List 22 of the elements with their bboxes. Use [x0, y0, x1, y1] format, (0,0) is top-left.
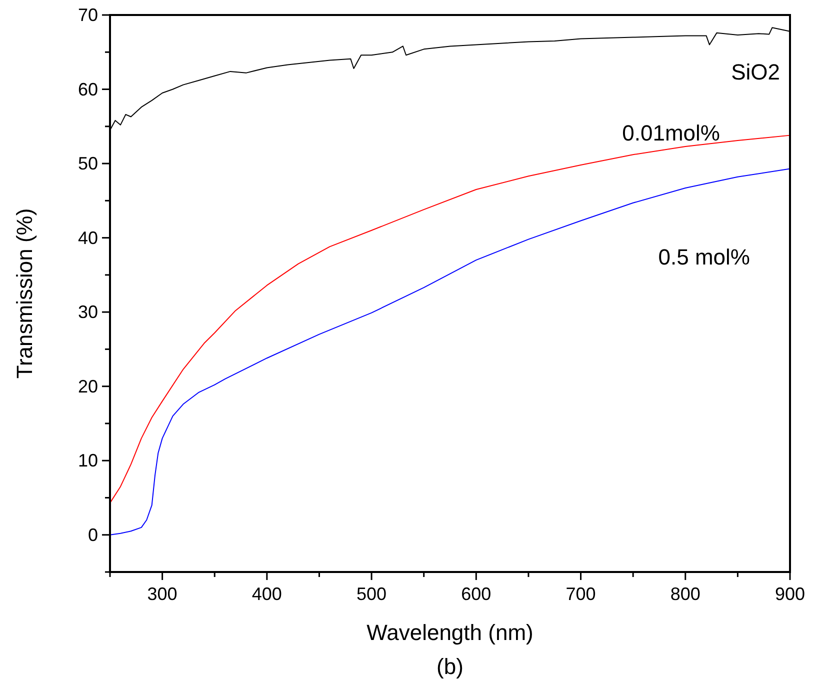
y-tick-label: 10 [78, 450, 98, 471]
y-tick-label: 40 [78, 228, 98, 248]
x-tick-label: 500 [356, 584, 387, 604]
x-tick-label: 300 [147, 584, 178, 604]
x-tick-label: 400 [252, 584, 282, 604]
line-series [110, 168, 790, 536]
x-tick-label: 600 [461, 584, 492, 604]
y-tick-label: 0 [88, 524, 98, 545]
x-tick-label: 800 [670, 584, 700, 604]
y-tick-label: 70 [78, 5, 98, 25]
x-axis-title: Wavelength (nm) [366, 620, 534, 645]
y-tick-label: 50 [78, 154, 98, 174]
y-tick-label: 60 [78, 79, 98, 100]
series-label: 0.01mol% [622, 120, 720, 146]
y-tick-label: 30 [78, 302, 98, 322]
series-label: SiO2 [731, 59, 780, 84]
x-tick-label: 900 [774, 584, 806, 604]
text: 0.5 mol% [658, 244, 750, 270]
y-axis-title: Transmission (%) [12, 208, 37, 379]
y-tick-label: 20 [78, 376, 98, 396]
x-tick-label: 700 [566, 584, 596, 604]
text: (b) [436, 654, 464, 679]
